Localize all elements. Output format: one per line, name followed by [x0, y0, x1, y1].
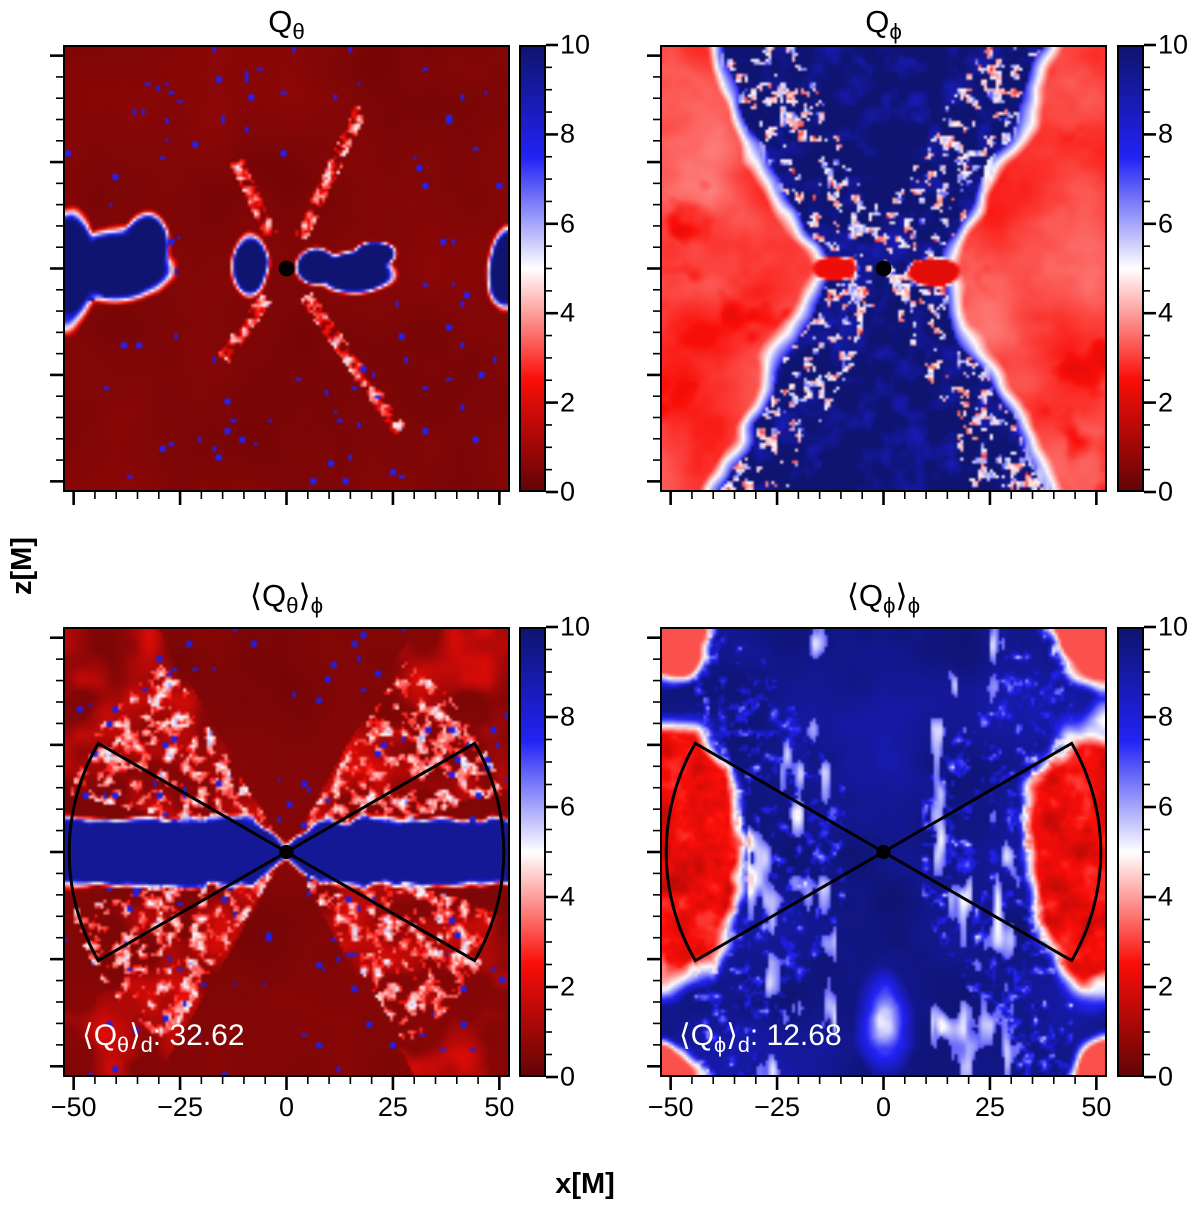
black-hole-dot: [279, 844, 294, 860]
wedge-contour: [880, 741, 1103, 963]
colorbar-labels-q-phi-avg: 10 8 6 4 2 0: [1158, 612, 1200, 1092]
colorbar-tick-label: 2: [560, 971, 576, 1002]
x-axis-label: x[M]: [555, 1168, 615, 1200]
title-subscript: θ: [286, 593, 299, 619]
black-hole-dot: [278, 260, 295, 277]
colorbar-ticks: [546, 625, 558, 1079]
annotation-q-phi-disk-average: ⟨Qϕ⟩d: 12.68: [679, 1019, 842, 1057]
title-subscript: ϕ: [889, 19, 902, 45]
heatmap-panel-q-phi: [660, 45, 1107, 492]
colorbar-tick-label: 0: [560, 1061, 576, 1092]
x-tick-label: −50: [50, 1092, 97, 1122]
colorbar-tick-label: 4: [560, 881, 576, 912]
x-axis-ticks: [72, 1077, 501, 1090]
colorbar-q-theta-avg: [519, 627, 546, 1077]
heatmap-panel-q-phi-avg: ⟨Qϕ⟩d: 12.68: [660, 627, 1107, 1077]
black-hole-overlay: [278, 260, 295, 277]
colorbar-tick-label: 10: [560, 611, 591, 642]
colorbar-tick-label: 8: [560, 701, 576, 732]
colorbar-tick-label: 10: [1158, 611, 1189, 642]
colorbar-ticks: [546, 43, 558, 494]
wedge-and-black-hole-overlay: [664, 741, 1103, 963]
y-axis-ticks: [50, 636, 63, 1068]
y-axis-ticks: [647, 54, 660, 483]
y-axis-ticks: [50, 54, 63, 483]
y-axis-label: z[M]: [6, 537, 38, 595]
colorbar-tick-label: 8: [560, 118, 576, 149]
colorbar-tick-label: 4: [1158, 297, 1174, 328]
colorbar-tick-label: 0: [1158, 1061, 1174, 1092]
panel-title-q-theta: Qθ: [63, 2, 510, 52]
x-axis-ticks: [669, 492, 1098, 505]
title-subscript-2: ϕ: [907, 593, 921, 619]
colorbar-tick-label: 0: [560, 476, 576, 507]
colorbar-tick-label: 2: [1158, 971, 1174, 1002]
colorbar-tick-label: 10: [560, 29, 591, 60]
colorbar-labels-q-theta-avg: 10 8 6 4 2 0: [560, 612, 610, 1092]
title-text: ⟨Q: [249, 578, 287, 613]
colorbar-tick-label: 2: [1158, 387, 1174, 418]
x-tick-labels-right: −50 −25 0 25 50: [648, 1092, 1112, 1126]
black-hole-overlay: [875, 260, 892, 277]
title-subscript: θ: [292, 19, 305, 45]
title-text: Q: [268, 4, 293, 39]
colorbar-tick-label: 8: [1158, 701, 1174, 732]
colorbar-labels-q-theta: 10 8 6 4 2 0: [560, 30, 610, 507]
colorbar-tick-label: 2: [560, 387, 576, 418]
title-subscript-2: ϕ: [310, 593, 324, 619]
panel-title-q-phi: Qϕ: [660, 2, 1107, 52]
x-tick-label: −50: [647, 1092, 694, 1122]
wedge-contour: [283, 741, 506, 963]
x-tick-labels-left: −50 −25 0 25 50: [51, 1092, 515, 1126]
black-hole-dot: [875, 260, 892, 277]
colorbar-tick-label: 6: [560, 208, 576, 239]
wedge-and-black-hole-overlay: [67, 741, 506, 963]
colorbar-tick-label: 0: [1158, 476, 1174, 507]
colorbar-tick-label: 6: [560, 791, 576, 822]
title-text: Q: [865, 4, 890, 39]
x-axis-ticks: [669, 1077, 1098, 1090]
wedge-contour: [67, 741, 290, 963]
x-tick-label: 50: [484, 1092, 515, 1122]
x-tick-label: 50: [1081, 1092, 1112, 1122]
annotation-q-theta-disk-average: ⟨Qθ⟩d: 32.62: [82, 1019, 245, 1057]
wedge-contour: [664, 741, 887, 963]
colorbar-q-phi: [1117, 45, 1144, 492]
colorbar-ticks: [1144, 625, 1156, 1079]
panel-title-q-theta-avg: ⟨Qθ⟩ϕ: [249, 578, 324, 619]
x-tick-label: −25: [157, 1092, 203, 1122]
x-tick-label: 25: [377, 1092, 408, 1122]
x-tick-label: 0: [875, 1092, 892, 1122]
x-axis-ticks: [72, 492, 501, 505]
colorbar-labels-q-phi: 10 8 6 4 2 0: [1158, 30, 1200, 507]
black-hole-dot: [876, 844, 891, 860]
x-tick-label: 25: [974, 1092, 1005, 1122]
colorbar-q-theta: [519, 45, 546, 492]
colorbar-tick-label: 6: [1158, 791, 1174, 822]
heatmap-panel-q-theta-avg: ⟨Qθ⟩d: 32.62: [63, 627, 510, 1077]
colorbar-tick-label: 6: [1158, 208, 1174, 239]
colorbar-tick-label: 8: [1158, 118, 1174, 149]
title-subscript: ϕ: [883, 593, 896, 619]
y-axis-ticks: [647, 636, 660, 1068]
colorbar-tick-label: 4: [1158, 881, 1174, 912]
x-tick-label: −25: [754, 1092, 800, 1122]
colorbar-q-phi-avg: [1117, 627, 1144, 1077]
colorbar-tick-label: 4: [560, 297, 576, 328]
colorbar-tick-label: 10: [1158, 29, 1189, 60]
colorbar-ticks: [1144, 43, 1156, 494]
panel-title-q-phi-avg: ⟨Qϕ⟩ϕ: [846, 578, 921, 619]
x-tick-label: 0: [278, 1092, 295, 1122]
heatmap-panel-q-theta: [63, 45, 510, 492]
title-text: ⟨Q: [846, 578, 884, 613]
